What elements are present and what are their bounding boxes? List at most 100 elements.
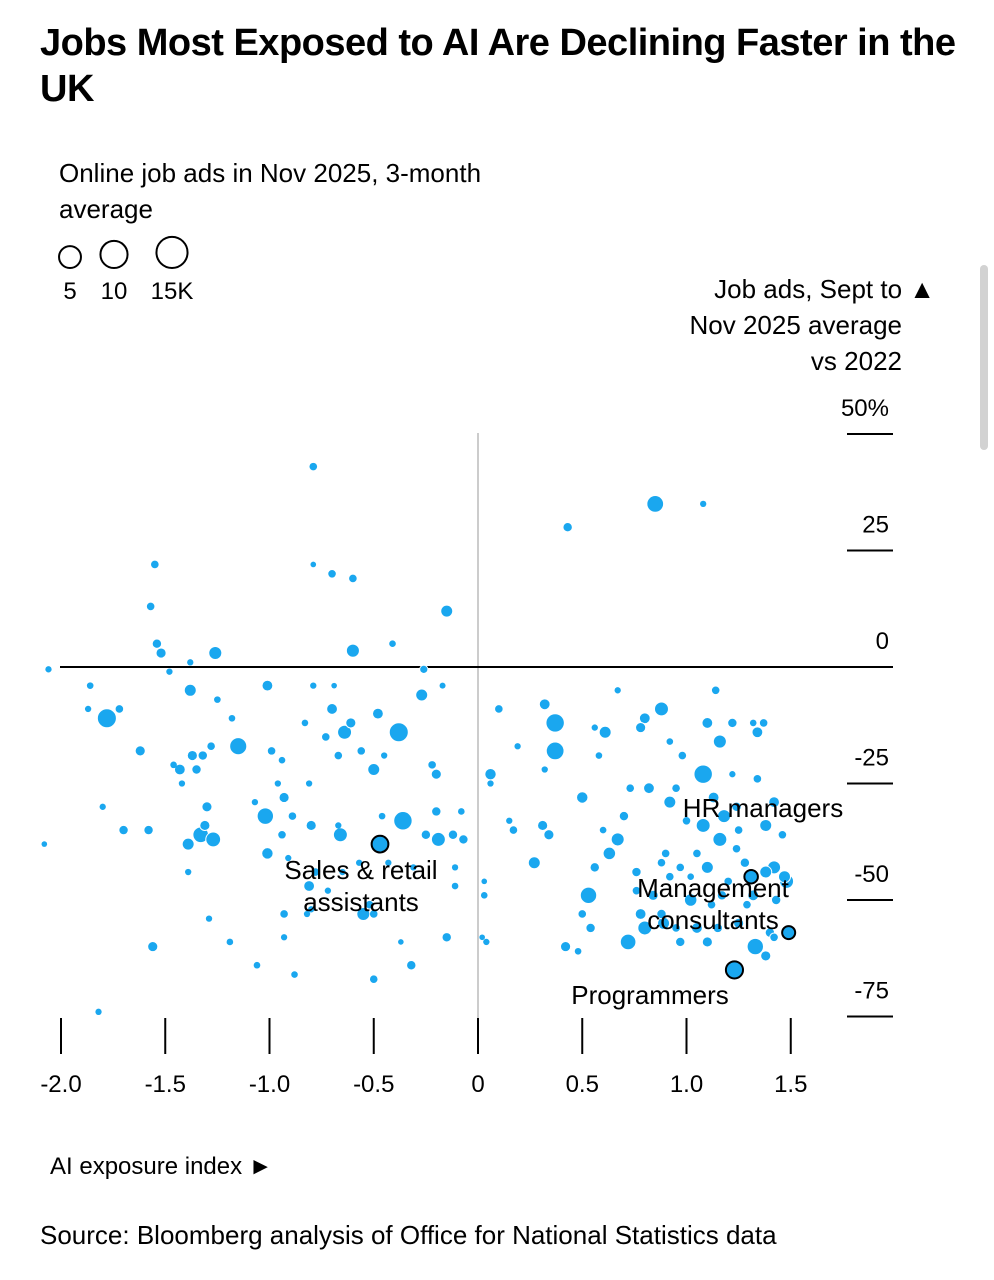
data-bubble (333, 750, 344, 761)
highlighted-bubble (724, 960, 745, 980)
data-bubble (751, 726, 764, 739)
data-bubble (415, 688, 429, 702)
data-bubble (591, 724, 598, 731)
highlight-layer (370, 834, 797, 980)
y-tick-label: -75 (854, 978, 889, 1005)
annotation-layer: Sales & retail assistants HR managers Manag… (284, 793, 843, 1010)
data-bubble (707, 791, 720, 804)
data-bubble (663, 795, 677, 809)
highlighted-bubble (781, 925, 797, 941)
data-bubble (84, 705, 92, 713)
data-bubble (205, 831, 222, 848)
data-bubble (701, 936, 713, 948)
data-bubble (431, 806, 442, 817)
data-bubble (280, 910, 288, 918)
data-bubble (355, 859, 363, 866)
data-bubble (251, 798, 259, 806)
data-bubble (483, 938, 490, 946)
x-tick-label: 0.5 (566, 1071, 599, 1098)
data-bubble (538, 698, 551, 711)
data-bubble (441, 932, 452, 943)
data-bubble (716, 890, 728, 901)
data-bubble (638, 712, 651, 725)
data-bubble (332, 827, 348, 843)
data-bubble (545, 741, 565, 761)
data-bubble (599, 826, 607, 834)
data-bubble (562, 521, 573, 533)
data-bubble (653, 701, 669, 717)
data-bubble (631, 866, 642, 878)
data-bubble (430, 831, 446, 847)
data-bubble (345, 643, 360, 658)
data-bubble (261, 679, 274, 692)
data-bubble (166, 668, 173, 675)
data-bubble (759, 818, 773, 832)
data-bubble (747, 889, 760, 902)
data-bubble (559, 941, 572, 953)
data-bubble (388, 722, 409, 743)
data-bubble (339, 868, 346, 876)
data-bubble (732, 844, 741, 853)
data-bubble (331, 682, 337, 689)
annotation-label: HR managers (683, 793, 843, 823)
data-bubble (574, 947, 582, 955)
data-bubble (712, 922, 723, 934)
data-bubble (201, 801, 213, 813)
data-bubble (134, 745, 146, 757)
size-legend-circle (99, 239, 129, 269)
data-bubble (768, 796, 780, 809)
data-bubble (287, 811, 298, 821)
data-bubble (321, 732, 331, 742)
size-legend-label-line: average (59, 194, 153, 224)
data-bubble (707, 900, 716, 909)
data-bubble (229, 737, 248, 756)
y-axis-label-line: Job ads, Sept to ▲ (714, 274, 935, 304)
data-bubble (746, 937, 765, 956)
data-bubble (727, 717, 738, 729)
data-bubble (666, 738, 674, 745)
data-bubble (710, 685, 721, 696)
data-bubble (545, 713, 565, 733)
data-bubble (303, 880, 316, 892)
data-bubble (634, 908, 647, 920)
scrollbar[interactable] (980, 265, 988, 450)
data-bubble (187, 659, 194, 666)
data-bubble (118, 824, 129, 836)
data-bubble (646, 495, 665, 513)
data-bubble (326, 703, 338, 715)
data-bubble (760, 950, 772, 962)
data-bubble (309, 462, 318, 471)
data-bubble (181, 837, 195, 851)
data-bubble (619, 933, 637, 951)
highlighted-bubble (370, 834, 390, 854)
size-legend-circle (58, 245, 82, 269)
x-tick-label: 0 (471, 1071, 484, 1098)
data-bubble (356, 746, 367, 756)
data-bubble (537, 819, 549, 832)
data-bubble (356, 906, 371, 921)
data-bubble (253, 961, 261, 969)
data-bubble (348, 573, 358, 584)
annotation-label-line: Management (637, 873, 790, 903)
data-bubble (393, 811, 413, 831)
data-bubble (777, 829, 788, 840)
x-axis-label: AI exposure index ► (50, 1153, 273, 1180)
annotation-label: Management consultants (637, 873, 790, 935)
data-bubble (743, 900, 751, 909)
annotation-label: Programmers (571, 980, 728, 1010)
data-bubble (734, 826, 743, 834)
data-bubble (635, 722, 647, 734)
bubble-layer (41, 462, 795, 1015)
data-bubble (274, 780, 281, 787)
y-axis-label-line: vs 2022 (811, 346, 902, 376)
data-bubble (310, 867, 321, 877)
data-bubble (610, 832, 625, 847)
size-legend-label: Online job ads in Nov 2025, 3-month avera… (59, 158, 481, 224)
data-bubble (310, 561, 317, 568)
data-bubble (369, 910, 378, 918)
data-bubble (261, 847, 274, 860)
annotation-label: Sales & retail assistants (284, 855, 437, 917)
data-bubble (305, 819, 317, 832)
data-bubble (303, 910, 311, 918)
